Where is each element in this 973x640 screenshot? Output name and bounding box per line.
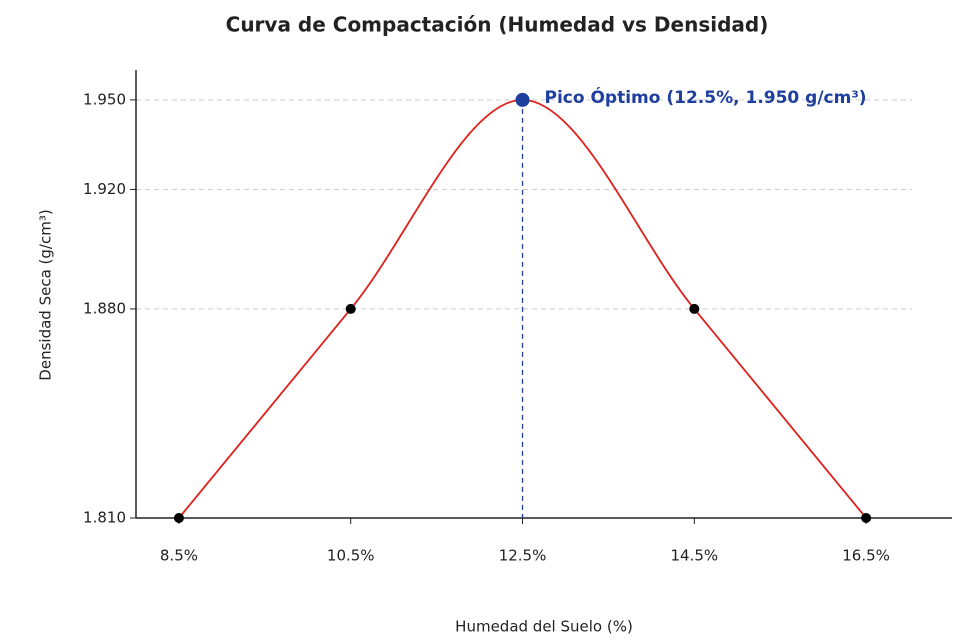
chart-title: Curva de Compactación (Humedad vs Densid… [226,13,769,37]
point [689,303,700,314]
point [173,513,184,523]
y-tick-label: 1.810 [83,509,126,527]
y-tick-label: 1.880 [83,299,126,317]
y-axis-label: Densidad Seca (g/cm³) [37,209,55,380]
x-tick-label: 12.5% [499,547,547,565]
x-tick-label: 16.5% [842,547,890,565]
y-tick-label: 1.920 [83,180,126,198]
point [345,303,356,314]
x-tick-label: 10.5% [327,547,375,565]
x-axis-label: Humedad del Suelo (%) [455,618,633,636]
x-tick-label: 14.5% [670,547,718,565]
point [861,513,872,523]
y-tick-label: 1.950 [83,90,126,108]
annotation: Pico Óptimo (12.5%, 1.950 g/cm³) [545,86,867,108]
peak-marker [515,92,530,107]
x-tick-label: 8.5% [160,547,198,565]
